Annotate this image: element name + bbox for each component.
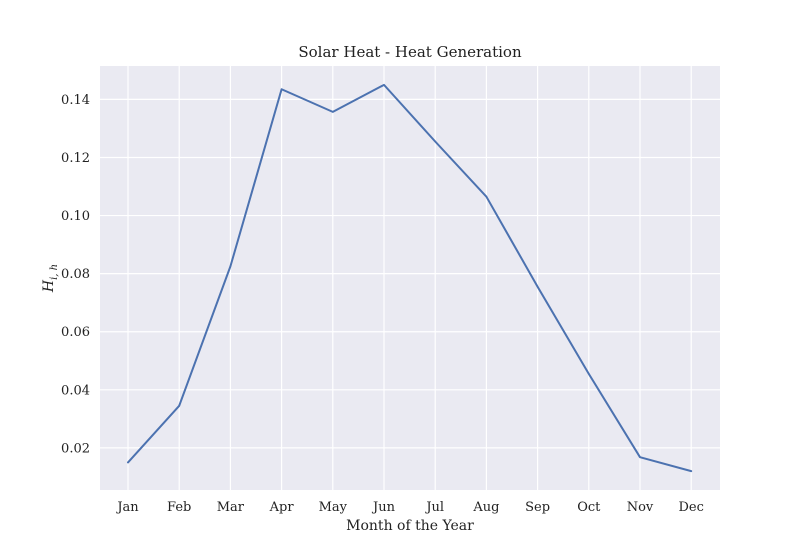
series-line (127, 83, 693, 473)
series-layer (127, 83, 693, 473)
y-tick-labels: 0.02 0.04 0.06 0.08 0.10 0.12 0.14 (61, 93, 90, 456)
y-axis-label-subscript: i, h (49, 264, 60, 280)
x-tick-label: Sep (525, 500, 550, 515)
y-tick-label: 0.10 (61, 209, 90, 224)
x-tick-label: Jun (371, 500, 396, 515)
y-axis-label: Hi, h (41, 264, 60, 293)
x-tick-labels: Jan Feb Mar Apr May Jun Jul Aug Sep Oct Nov Dec (115, 500, 704, 515)
x-tick-label: May (319, 500, 348, 515)
y-tick-label: 0.04 (61, 383, 90, 398)
y-tick-label: 0.02 (61, 441, 90, 456)
y-axis-label-main: H (41, 279, 57, 293)
chart-title: Solar Heat - Heat Generation (298, 43, 522, 61)
x-tick-label: Feb (167, 500, 191, 515)
y-tick-label: 0.14 (61, 93, 90, 108)
x-tick-label: Aug (472, 500, 499, 515)
plot-area (100, 66, 720, 490)
x-tick-label: Jul (424, 500, 444, 515)
y-tick-label: 0.06 (61, 325, 90, 340)
grid-lines (100, 66, 720, 490)
x-tick-label: Apr (269, 500, 295, 515)
x-tick-label: Nov (627, 500, 654, 515)
y-tick-label: 0.08 (61, 267, 90, 282)
x-tick-label: Dec (678, 500, 703, 515)
x-tick-label: Mar (217, 500, 245, 515)
x-tick-label: Jan (115, 500, 139, 515)
x-axis-label: Month of the Year (346, 518, 474, 534)
x-tick-label: Oct (577, 500, 601, 515)
y-tick-label: 0.12 (61, 151, 90, 166)
